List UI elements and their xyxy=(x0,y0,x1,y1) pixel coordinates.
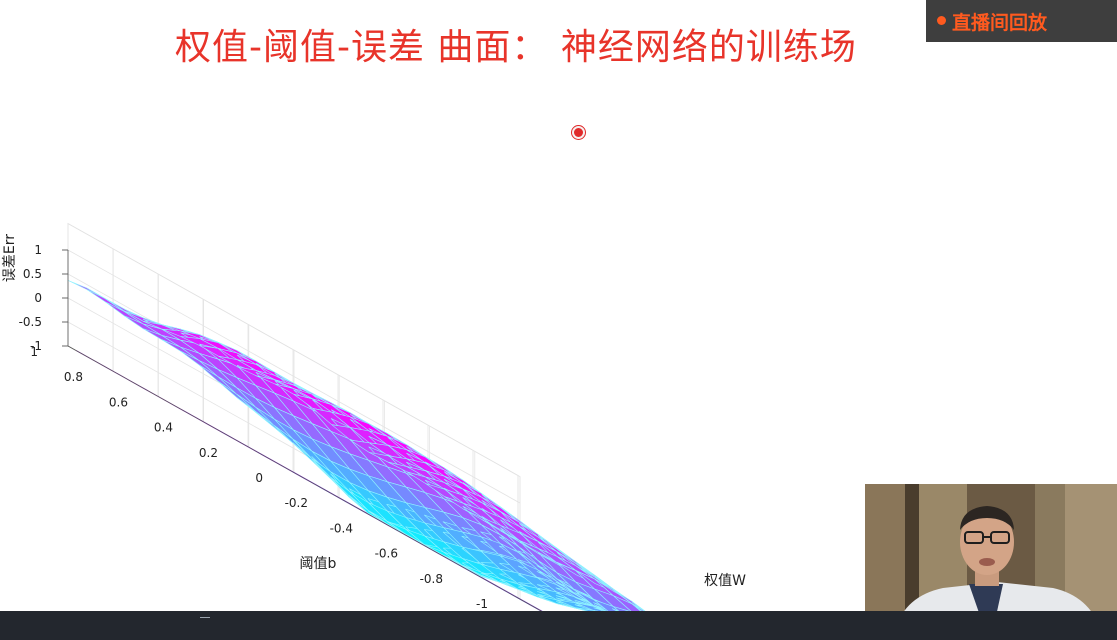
replay-badge[interactable]: 直播间回放 xyxy=(926,0,1117,42)
y-tick-label: -0.6 xyxy=(375,547,398,561)
z-tick-label: 1 xyxy=(34,243,42,257)
z-tick-label: -0.5 xyxy=(19,315,42,329)
player-control-bar[interactable] xyxy=(0,611,1117,640)
y-tick-label: 0.8 xyxy=(64,370,83,384)
replay-badge-label: 直播间回放 xyxy=(952,11,1048,34)
control-hint-icon xyxy=(200,617,210,624)
axis-edge xyxy=(67,345,594,640)
z-axis-label: 误差Err xyxy=(2,234,18,282)
y-tick-label: 0.6 xyxy=(109,395,128,409)
webcam-presenter-video xyxy=(865,484,1117,630)
chart-title: 权值-阈值-误差 曲面： 神经网络的训练场 xyxy=(175,27,857,68)
y-tick-label: 0.2 xyxy=(199,446,218,460)
y-tick-label: 0 xyxy=(255,471,263,485)
y-tick-label: 1 xyxy=(30,345,38,359)
live-dot-icon xyxy=(937,16,946,25)
y-axis-label: 阈值b xyxy=(300,556,337,572)
error-surface xyxy=(67,280,700,640)
y-tick-label: -1 xyxy=(476,597,488,611)
z-tick-label: -1 xyxy=(30,339,42,353)
z-tick-label: 0 xyxy=(34,291,42,305)
y-tick-label: -0.2 xyxy=(285,496,308,510)
axis-labels: 权值W 阈值b 误差Err xyxy=(2,234,746,589)
pointer-marker-icon xyxy=(572,126,585,139)
y-tick-label: 0.4 xyxy=(154,421,173,435)
y-tick-label: -0.4 xyxy=(330,521,353,535)
axis-ticks: -1-0.500.51-1-0.8-0.6-0.4-0.200.20.40.60… xyxy=(19,243,594,640)
z-tick-label: 0.5 xyxy=(23,267,42,281)
x-axis-label: 权值W xyxy=(704,573,746,589)
y-tick-label: -0.8 xyxy=(420,572,443,586)
